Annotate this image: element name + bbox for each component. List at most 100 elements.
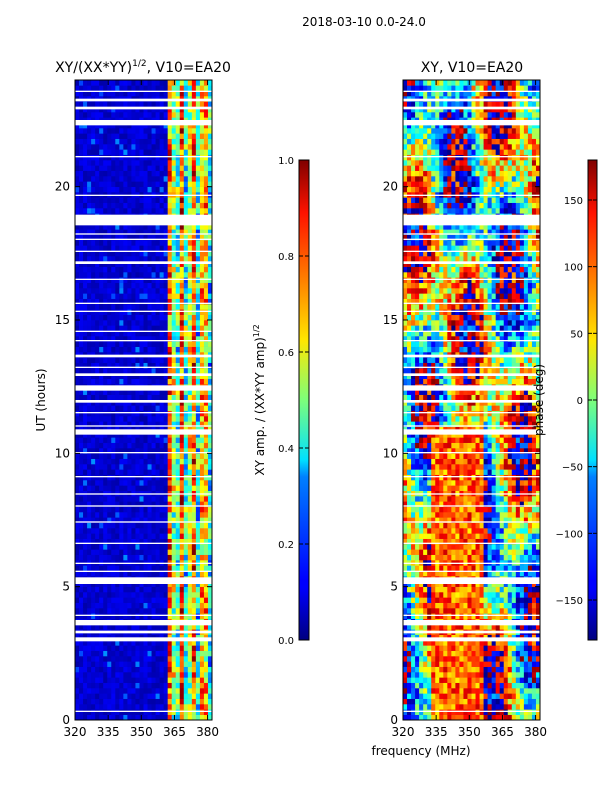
heatmap-cell [167, 512, 173, 518]
heatmap-cell [195, 485, 201, 491]
heatmap-cell [407, 645, 412, 651]
heatmap-cell [91, 640, 96, 646]
heatmap-cell [167, 106, 173, 113]
heatmap-cell [75, 368, 80, 374]
heatmap-cell [91, 624, 96, 630]
heatmap-cell [203, 85, 209, 91]
heatmap-cell [159, 688, 164, 694]
heatmap-cell [415, 704, 420, 710]
heatmap-cell [135, 698, 140, 705]
heatmap-cell [415, 597, 420, 603]
heatmap-cell [115, 250, 120, 257]
heatmap-cell [159, 432, 164, 438]
heatmap-cell [171, 138, 177, 145]
heatmap-cell [199, 437, 205, 443]
heatmap-cell [175, 250, 181, 257]
heatmap-cell [427, 624, 432, 630]
heatmap-cell [159, 202, 164, 209]
heatmap-cell [207, 304, 212, 310]
heatmap-cell [103, 309, 108, 315]
heatmap-cell [91, 645, 96, 651]
heatmap-cell [159, 277, 164, 283]
heatmap-cell [167, 357, 173, 363]
heatmap-cell [191, 688, 197, 694]
heatmap-cell [207, 389, 212, 395]
heatmap-cell [95, 421, 100, 427]
heatmap-cell [107, 336, 112, 342]
heatmap-cell [107, 176, 112, 182]
heatmap-cell [195, 234, 201, 241]
heatmap-cell [155, 309, 160, 315]
heatmap-cell [95, 186, 100, 193]
heatmap-cell [151, 666, 156, 673]
heatmap-cell [147, 608, 152, 614]
heatmap-cell [135, 362, 140, 369]
heatmap-cell [191, 597, 197, 603]
heatmap-cell [175, 90, 181, 97]
heatmap-cell [79, 485, 84, 491]
heatmap-cell [195, 106, 201, 113]
heatmap-cell [147, 245, 152, 251]
heatmap-cell [175, 410, 181, 417]
heatmap-cell [155, 650, 160, 657]
heatmap-cell [95, 224, 100, 230]
heatmap-cell [107, 442, 112, 449]
heatmap-cell [167, 709, 173, 715]
heatmap-cell [179, 416, 185, 422]
heatmap-cell [151, 138, 156, 145]
heatmap-cell [207, 640, 212, 646]
heatmap-cell [511, 640, 517, 646]
heatmap-cell [159, 640, 164, 646]
heatmap-cell [111, 650, 116, 657]
heatmap-cell [183, 240, 189, 246]
heatmap-cell [119, 170, 124, 177]
heatmap-cell [91, 101, 96, 107]
heatmap-cell [519, 672, 525, 678]
heatmap-cell [187, 357, 193, 363]
heatmap-cell [111, 181, 116, 187]
heatmap-cell [163, 256, 168, 262]
heatmap-cell [147, 528, 152, 534]
heatmap-cell [83, 266, 88, 273]
heatmap-cell [131, 533, 136, 539]
heatmap-cell [511, 597, 517, 603]
heatmap-cell [131, 698, 136, 705]
heatmap-cell [95, 501, 100, 507]
heatmap-cell [427, 602, 432, 609]
heatmap-cell [143, 464, 148, 470]
heatmap-cell [79, 85, 84, 91]
heatmap-cell [407, 677, 412, 683]
heatmap-cell [83, 373, 88, 379]
heatmap-cell [151, 698, 156, 705]
heatmap-cell [147, 693, 152, 699]
heatmap-cell [403, 608, 408, 614]
heatmap-cell [115, 709, 120, 715]
heatmap-cell [195, 266, 201, 273]
heatmap-cell [187, 325, 193, 331]
heatmap-cell [83, 357, 88, 363]
heatmap-cell [99, 405, 104, 411]
heatmap-cell [131, 202, 136, 209]
heatmap-cell [183, 650, 189, 657]
heatmap-cell [147, 544, 152, 550]
heatmap-cell [203, 624, 209, 630]
heatmap-cell [95, 261, 100, 267]
heatmap-cell [119, 176, 124, 182]
heatmap-cell [119, 469, 124, 475]
heatmap-cell [191, 496, 197, 502]
heatmap-cell [443, 693, 448, 699]
heatmap-cell [167, 400, 173, 406]
heatmap-cell [87, 405, 92, 411]
heatmap-cell [187, 154, 193, 161]
heatmap-cell [143, 592, 148, 598]
heatmap-cell [115, 517, 120, 523]
heatmap-cell [447, 666, 452, 673]
heatmap-cell [131, 368, 136, 374]
heatmap-cell [139, 453, 144, 459]
data-gap-stripe [75, 214, 212, 226]
heatmap-cell [123, 410, 128, 417]
heatmap-cell [167, 240, 173, 246]
heatmap-cell [415, 650, 420, 657]
heatmap-cell [111, 298, 116, 305]
heatmap-cell [119, 266, 124, 273]
